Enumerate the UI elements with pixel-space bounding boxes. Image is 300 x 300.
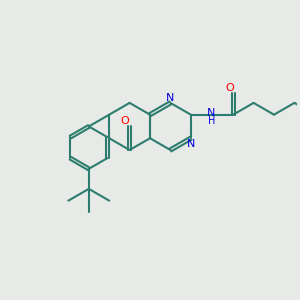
Text: O: O — [225, 83, 234, 93]
Text: N: N — [187, 139, 195, 148]
Text: N: N — [166, 93, 175, 103]
Text: H: H — [208, 116, 216, 126]
Text: N: N — [207, 108, 216, 118]
Text: O: O — [121, 116, 130, 126]
